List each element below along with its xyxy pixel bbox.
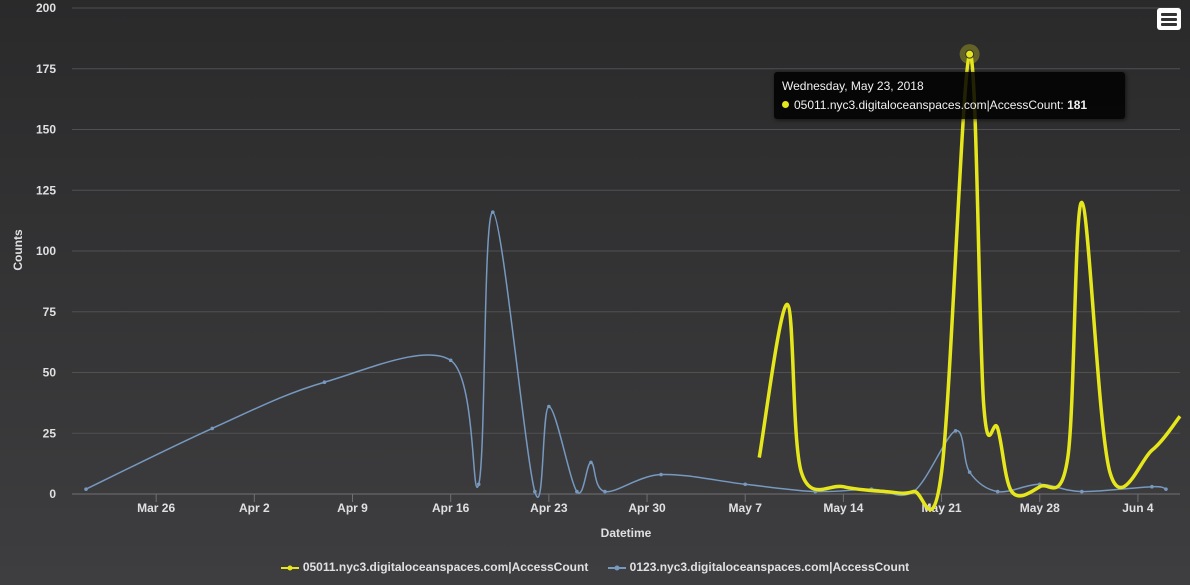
data-point — [1164, 487, 1168, 491]
data-point — [589, 460, 593, 465]
x-tick-label: May 28 — [1020, 501, 1060, 515]
legend-line-icon — [607, 565, 626, 571]
tooltip-date: Wednesday, May 23, 2018 — [782, 79, 924, 93]
data-point — [575, 489, 579, 494]
hamburger-icon — [1161, 13, 1177, 16]
chart-menu-button[interactable] — [1157, 8, 1181, 30]
y-tick-label: 25 — [43, 426, 57, 440]
data-point — [476, 482, 481, 487]
x-axis-label: Datetime — [601, 526, 652, 540]
tooltip-value: 181 — [1067, 98, 1088, 112]
y-tick-label: 125 — [36, 183, 56, 197]
data-point — [953, 429, 958, 433]
legend-item-series-1[interactable]: 05011.nyc3.digitaloceanspaces.com|Access… — [280, 560, 589, 574]
y-tick-label: 100 — [36, 244, 56, 258]
legend-label: 0123.nyc3.digitaloceanspaces.com|AccessC… — [629, 560, 910, 574]
y-axis-label: Counts — [11, 229, 25, 271]
series-dot-icon — [782, 101, 789, 108]
y-tick-label: 75 — [43, 305, 57, 319]
legend-item-series-2[interactable]: 0123.nyc3.digitaloceanspaces.com|AccessC… — [607, 560, 910, 574]
series-lines[interactable] — [84, 44, 1182, 512]
chart-tooltip: Wednesday, May 23, 2018 05011.nyc3.digit… — [774, 72, 1125, 119]
y-tick-label: 150 — [36, 123, 56, 137]
data-point — [547, 404, 551, 409]
data-point — [210, 426, 215, 431]
y-tick-label: 50 — [43, 366, 57, 380]
hover-marker — [965, 49, 975, 59]
data-point — [84, 487, 88, 491]
x-tick-label: Apr 2 — [239, 501, 270, 515]
data-point — [533, 489, 537, 494]
data-point — [1080, 489, 1084, 494]
x-tick-label: Apr 23 — [530, 501, 568, 515]
series-line-1 — [757, 52, 1182, 512]
hamburger-icon-bar — [1161, 18, 1177, 21]
x-tick-label: May 14 — [823, 501, 863, 515]
data-point — [967, 470, 972, 474]
data-point — [1150, 484, 1154, 489]
x-tick-label: Jun 4 — [1122, 501, 1154, 515]
tooltip-series-name: 05011.nyc3.digitaloceanspaces.com|Access… — [794, 98, 1061, 112]
chart-legend: 05011.nyc3.digitaloceanspaces.com|Access… — [0, 560, 1190, 574]
y-axis-ticks: 0 25 50 75 100 125 150 175 200 — [36, 1, 56, 501]
y-tick-label: 0 — [49, 487, 56, 501]
x-tick-label: May 7 — [729, 501, 763, 515]
data-point — [490, 210, 495, 214]
data-point — [743, 482, 748, 487]
legend-line-icon — [280, 565, 299, 571]
hamburger-icon-bar — [1161, 23, 1177, 26]
data-point — [448, 358, 453, 363]
x-axis: Mar 26 Apr 2 Apr 9 Apr 16 Apr 23 Apr 30 May 7 M… — [72, 493, 1180, 515]
gridlines — [72, 7, 1180, 495]
x-tick-label: Apr 9 — [337, 501, 368, 515]
data-point — [322, 380, 327, 385]
legend-label: 05011.nyc3.digitaloceanspaces.com|Access… — [302, 560, 589, 574]
x-tick-label: May 21 — [922, 501, 962, 515]
data-point — [995, 489, 1000, 494]
data-point — [659, 472, 663, 477]
x-tick-label: Apr 16 — [432, 501, 470, 515]
y-tick-label: 175 — [36, 62, 56, 76]
tooltip-row: 05011.nyc3.digitaloceanspaces.com|Access… — [782, 98, 1117, 112]
x-tick-label: Mar 26 — [137, 501, 175, 515]
y-tick-label: 200 — [36, 1, 56, 15]
x-tick-label: Apr 30 — [628, 501, 666, 515]
data-point — [603, 489, 607, 494]
